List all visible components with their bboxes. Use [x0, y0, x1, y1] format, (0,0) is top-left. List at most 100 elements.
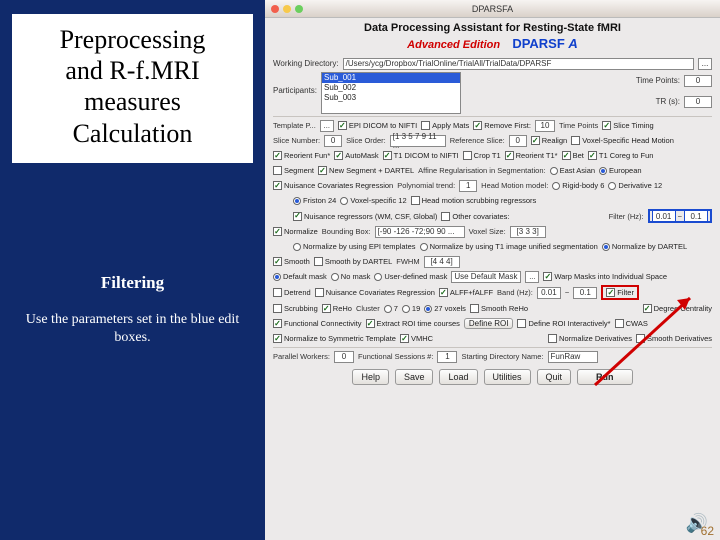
automask-checkbox[interactable]: AutoMask	[334, 151, 378, 160]
degree-centrality-checkbox[interactable]: Degree Centrality	[643, 304, 712, 313]
list-item[interactable]: Sub_001	[322, 73, 460, 83]
european-radio[interactable]: European	[599, 166, 642, 175]
working-dir-field[interactable]: /Users/ycg/Dropbox/TrialOnline/TrialAll/…	[343, 58, 694, 70]
friston24-radio[interactable]: Friston 24	[293, 196, 336, 205]
normalize-checkbox[interactable]: Normalize	[273, 227, 318, 236]
ncr-checkbox[interactable]: Nuisance Covariates Regression	[273, 181, 393, 190]
newseg-checkbox[interactable]: New Segment + DARTEL	[318, 166, 414, 175]
time-points-field[interactable]: 0	[684, 75, 712, 87]
slice-number-field[interactable]: 0	[324, 135, 342, 147]
title-line: Calculation	[18, 118, 247, 149]
page-number: 62	[701, 524, 714, 538]
smooth-dartel-checkbox[interactable]: Smooth by DARTEL	[314, 257, 392, 266]
remove-first-field[interactable]: 10	[535, 120, 555, 132]
default-mask-radio[interactable]: Default mask	[273, 272, 327, 281]
slice-timing-checkbox[interactable]: Slice Timing	[602, 121, 653, 130]
save-button[interactable]: Save	[395, 369, 434, 385]
cwas-checkbox[interactable]: CWAS	[615, 319, 648, 328]
func-sessions-field[interactable]: 1	[437, 351, 457, 363]
bbox-field[interactable]: [-90 -126 -72;90 90 ...	[375, 226, 465, 238]
help-button[interactable]: Help	[352, 369, 389, 385]
fwhm-field[interactable]: [4 4 4]	[424, 256, 460, 268]
epi-to-nifti-checkbox[interactable]: EPI DICOM to NIFTI	[338, 121, 417, 130]
normsym-checkbox[interactable]: Normalize to Symmetric Template	[273, 334, 396, 343]
segment-checkbox[interactable]: Segment	[273, 166, 314, 175]
fc-checkbox[interactable]: Functional Connectivity	[273, 319, 362, 328]
filter-checkbox-highlight: Filter	[601, 285, 639, 300]
title-line: Preprocessing	[18, 24, 247, 55]
ncr2-checkbox[interactable]: Nuisance Covariates Regression	[315, 288, 435, 297]
filter-lo-field[interactable]: 0.01	[652, 210, 676, 222]
load-button[interactable]: Load	[439, 369, 477, 385]
band-lo-field[interactable]: 0.01	[537, 287, 561, 299]
run-button[interactable]: Run	[577, 369, 633, 385]
start-dir-field[interactable]: FunRaw	[548, 351, 598, 363]
realign-checkbox[interactable]: Realign	[531, 136, 567, 145]
warp-masks-checkbox[interactable]: Warp Masks into Individual Space	[543, 272, 667, 281]
t1-coreg-checkbox[interactable]: T1 Coreg to Fun	[588, 151, 654, 160]
title-line: and R-f.MRI	[18, 55, 247, 86]
reorient-t1-checkbox[interactable]: Reorient T1*	[505, 151, 558, 160]
voxsize-field[interactable]: [3 3 3]	[510, 226, 546, 238]
remove-first-checkbox[interactable]: Remove First:	[473, 121, 531, 130]
no-mask-radio[interactable]: No mask	[331, 272, 371, 281]
norm-t1seg-radio[interactable]: Normalize by using T1 image unified segm…	[420, 242, 598, 251]
define-roi-button[interactable]: Define ROI	[464, 318, 514, 329]
slice-order-field[interactable]: [1 3 5 7 9 11 ...	[390, 135, 446, 147]
t1-nifti-checkbox[interactable]: T1 DICOM to NIFTI	[383, 151, 459, 160]
participants-list[interactable]: Sub_001 Sub_002 Sub_003	[321, 72, 461, 114]
deriv12-radio[interactable]: Derivative 12	[608, 181, 662, 190]
ref-slice-field[interactable]: 0	[509, 135, 527, 147]
cluster19-radio[interactable]: 19	[402, 304, 420, 313]
quit-button[interactable]: Quit	[537, 369, 572, 385]
filter-checkbox[interactable]: Filter	[606, 288, 634, 297]
cluster7-radio[interactable]: 7	[384, 304, 398, 313]
voxel-hm-checkbox[interactable]: Voxel-Specific Head Motion	[571, 136, 674, 145]
brand-label: DPARSF A	[512, 36, 578, 51]
reho-checkbox[interactable]: ReHo	[322, 304, 352, 313]
browse-button[interactable]: ...	[698, 58, 712, 70]
slide-title: Preprocessing and R-f.MRI measures Calcu…	[12, 14, 253, 163]
reorient-fun-checkbox[interactable]: Reorient Fun*	[273, 151, 330, 160]
define-roi-int-checkbox[interactable]: Define ROI Interactively*	[517, 319, 610, 328]
scrubbing-checkbox[interactable]: Scrubbing	[273, 304, 318, 313]
scrub-reg-checkbox[interactable]: Head motion scrubbing regressors	[411, 196, 537, 205]
parallel-workers-field[interactable]: 0	[334, 351, 354, 363]
filter-hi-field[interactable]: 0.1	[684, 210, 708, 222]
rigid6-radio[interactable]: Rigid-body 6	[552, 181, 604, 190]
voxel12-radio[interactable]: Voxel-specific 12	[340, 196, 406, 205]
east-asian-radio[interactable]: East Asian	[550, 166, 595, 175]
extract-roi-checkbox[interactable]: Extract ROI time courses	[366, 319, 460, 328]
utilities-button[interactable]: Utilities	[484, 369, 531, 385]
title-line: measures	[18, 86, 247, 117]
tr-field[interactable]: 0	[684, 96, 712, 108]
list-item[interactable]: Sub_002	[322, 83, 460, 93]
apply-mats-checkbox[interactable]: Apply Mats	[421, 121, 469, 130]
band-hi-field[interactable]: 0.1	[573, 287, 597, 299]
nuisance-reg-checkbox[interactable]: Nuisance regressors (WM, CSF, Global)	[293, 212, 437, 221]
smooth-checkbox[interactable]: Smooth	[273, 257, 310, 266]
titlebar: DPARSFA	[265, 0, 720, 18]
template-browse-button[interactable]: ...	[320, 120, 334, 132]
norm-epi-radio[interactable]: Normalize by using EPI templates	[293, 242, 416, 251]
norm-deriv-checkbox[interactable]: Normalize Derivatives	[548, 334, 632, 343]
alff-checkbox[interactable]: ALFF+fALFF	[439, 288, 493, 297]
mask-browse-button[interactable]: ...	[525, 271, 539, 283]
mask-path-field[interactable]: Use Default Mask	[451, 271, 521, 283]
cluster27-radio[interactable]: 27 voxels	[424, 304, 466, 313]
smreho-checkbox[interactable]: Smooth ReHo	[470, 304, 528, 313]
bet-checkbox[interactable]: Bet	[562, 151, 584, 160]
other-cov-checkbox[interactable]: Other covariates:	[441, 212, 509, 221]
norm-dartel-radio[interactable]: Normalize by DARTEL	[602, 242, 687, 251]
poly-field[interactable]: 1	[459, 180, 477, 192]
crop-t1-checkbox[interactable]: Crop T1	[463, 151, 501, 160]
user-mask-radio[interactable]: User-defined mask	[374, 272, 447, 281]
app-window: DPARSFA Data Processing Assistant for Re…	[265, 0, 720, 540]
detrend-checkbox[interactable]: Detrend	[273, 288, 311, 297]
smooth-deriv-checkbox[interactable]: Smooth Derivatives	[636, 334, 712, 343]
time-points-label: Time Points:	[636, 76, 680, 85]
window-title: DPARSFA	[265, 4, 720, 14]
list-item[interactable]: Sub_003	[322, 93, 460, 103]
vmhc-checkbox[interactable]: VMHC	[400, 334, 433, 343]
subtitle-text: Use the parameters set in the blue edit …	[12, 311, 253, 347]
